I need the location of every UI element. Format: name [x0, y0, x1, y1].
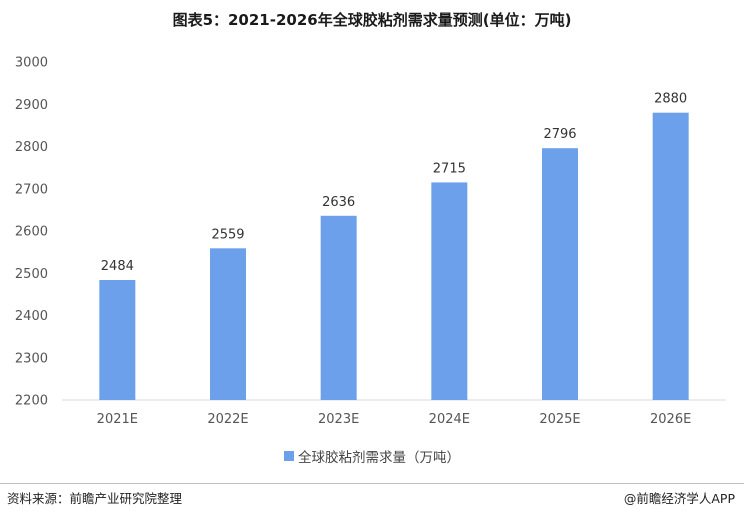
legend: 全球胶粘剂需求量（万吨） — [0, 446, 744, 466]
bar — [320, 215, 357, 400]
data-label: 2796 — [543, 127, 576, 142]
y-tick-label: 2200 — [15, 394, 48, 409]
bar — [210, 248, 246, 400]
y-tick-label: 2900 — [15, 98, 48, 113]
bar-series: 2484 2559 2636 2715 2796 2880 — [99, 92, 689, 400]
y-tick-label: 2700 — [15, 182, 48, 197]
y-tick-label: 3000 — [15, 56, 48, 71]
x-tick-label: 2022E — [207, 412, 248, 427]
y-tick-label: 2600 — [15, 225, 48, 240]
y-axis: 2200 2300 2400 2500 2600 2700 2800 2900 3000 — [15, 56, 48, 409]
x-tick-label: 2025E — [539, 412, 580, 427]
chart-title: 图表5：2021-2026年全球胶粘剂需求量预测(单位：万吨) — [172, 11, 572, 29]
data-label: 2636 — [322, 195, 355, 210]
footer-divider — [0, 483, 744, 484]
brand-credit: @前瞻经济学人APP — [623, 491, 735, 506]
x-tick-label: 2026E — [650, 412, 691, 427]
x-tick-label: 2024E — [429, 412, 470, 427]
y-tick-label: 2800 — [15, 140, 48, 155]
x-axis: 2021E 2022E 2023E 2024E 2025E 2026E — [62, 399, 726, 427]
y-tick-label: 2400 — [15, 309, 48, 324]
data-label: 2484 — [101, 259, 134, 274]
source-note: 资料来源：前瞻产业研究院整理 — [7, 491, 183, 506]
data-label: 2715 — [433, 161, 466, 176]
bar — [431, 182, 468, 400]
bar — [542, 148, 578, 400]
legend-label: 全球胶粘剂需求量（万吨） — [298, 450, 460, 466]
bar — [99, 280, 136, 400]
data-label: 2880 — [654, 92, 687, 107]
y-tick-label: 2500 — [15, 267, 48, 282]
data-label: 2559 — [211, 227, 244, 242]
y-tick-label: 2300 — [15, 351, 48, 366]
x-tick-label: 2021E — [97, 412, 138, 427]
legend-swatch — [284, 451, 294, 461]
bar — [652, 112, 689, 400]
x-tick-label: 2023E — [318, 412, 359, 427]
bar-chart: 2200 2300 2400 2500 2600 2700 2800 2900 3000 202… — [15, 56, 726, 427]
